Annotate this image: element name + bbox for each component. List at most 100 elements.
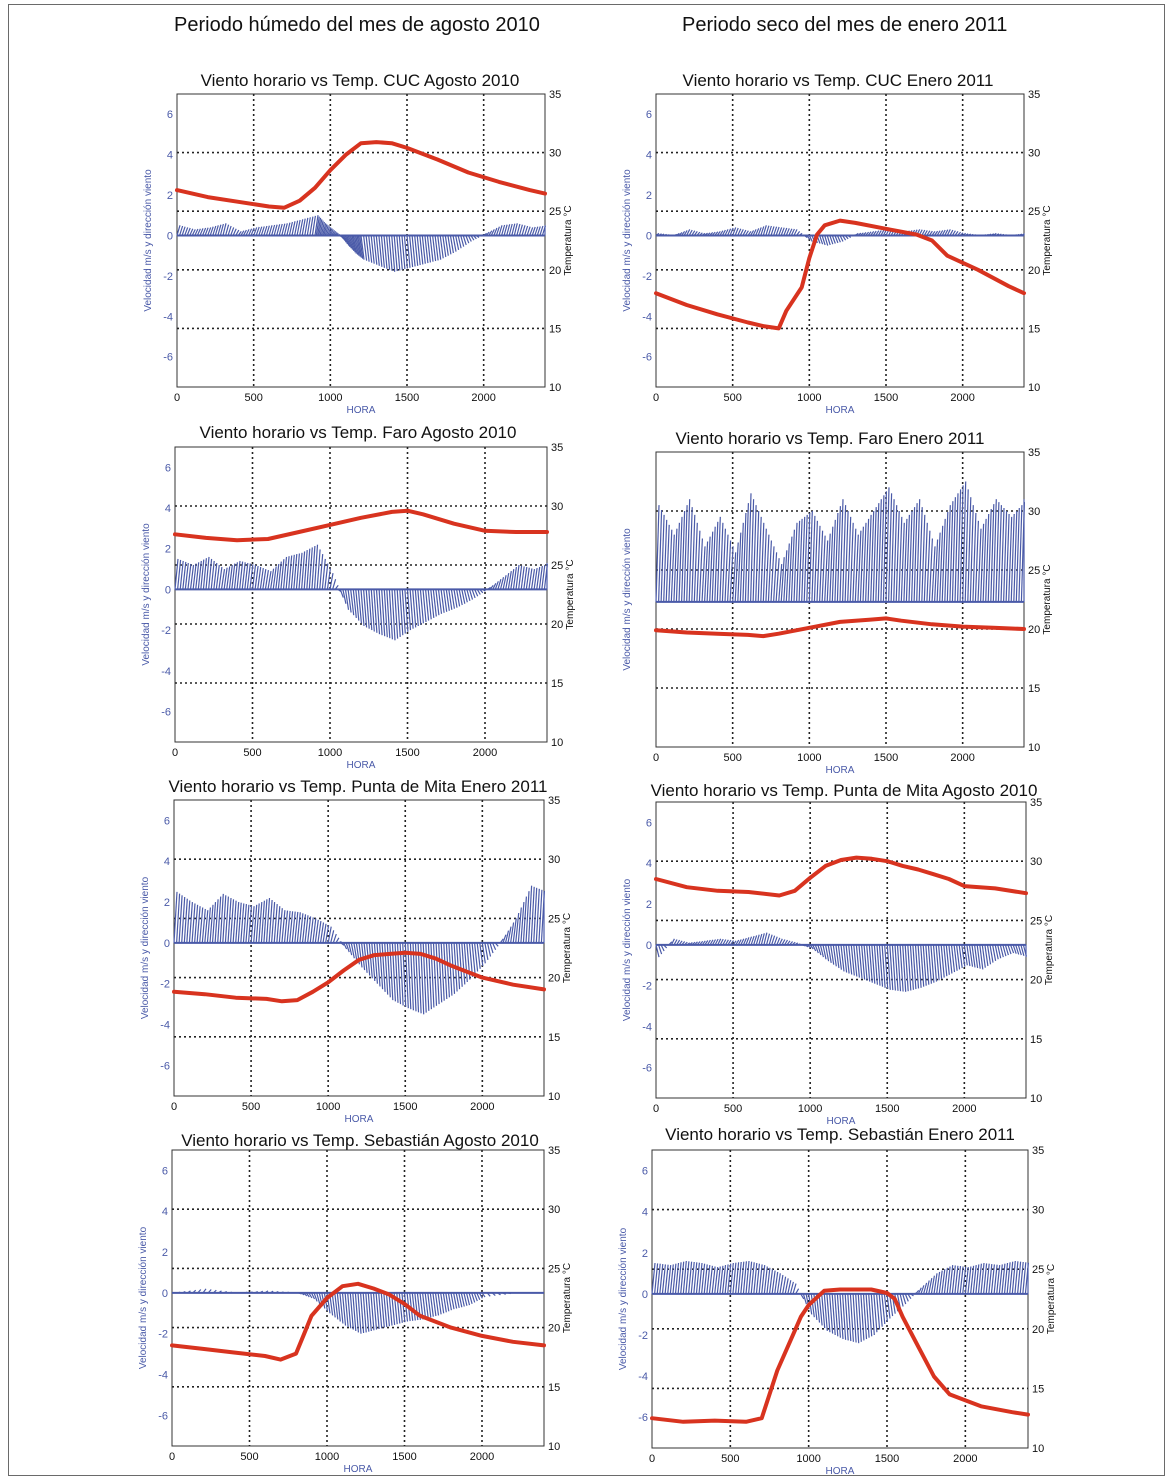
wind-vector xyxy=(1015,507,1020,602)
wind-vector xyxy=(719,1265,724,1294)
wind-vector xyxy=(1006,1262,1011,1294)
x-tick-label: 2000 xyxy=(473,747,497,759)
wind-vector xyxy=(347,1292,352,1329)
wind-vector xyxy=(849,522,854,602)
wind-vector xyxy=(255,903,260,943)
y2-tick-label: 15 xyxy=(1030,1034,1042,1046)
wind-vector xyxy=(706,232,711,236)
wind-vector xyxy=(195,562,200,590)
wind-vector xyxy=(857,530,862,602)
wind-vector xyxy=(693,231,698,236)
wind-vector xyxy=(510,569,515,590)
wind-vector xyxy=(802,1293,807,1305)
wind-vector xyxy=(962,1266,967,1294)
y2-tick-label: 10 xyxy=(1028,742,1040,754)
wind-vector xyxy=(920,944,925,987)
wind-vector xyxy=(907,1293,912,1300)
wind-vector xyxy=(187,563,192,590)
wind-vector xyxy=(380,1292,385,1328)
y2-tick-label: 25 xyxy=(1032,1264,1044,1276)
wind-vector xyxy=(775,558,780,602)
wind-vector xyxy=(709,939,714,946)
wind-vector xyxy=(336,1292,341,1322)
wind-vector xyxy=(877,499,882,602)
wind-vector xyxy=(465,1292,471,1306)
wind-vector xyxy=(921,514,926,602)
wind-vector xyxy=(985,1263,990,1294)
wind-vector xyxy=(747,936,753,946)
wind-vector xyxy=(283,910,289,943)
wind-vector xyxy=(438,942,443,1003)
y-tick-label: -6 xyxy=(160,1060,170,1072)
wind-vector xyxy=(732,227,737,236)
wind-vector xyxy=(673,528,678,602)
wind-vector xyxy=(306,217,311,236)
wind-vector xyxy=(253,227,258,236)
wind-vector xyxy=(228,1291,232,1294)
wind-vector xyxy=(941,229,946,236)
wind-vector xyxy=(315,216,320,236)
wind-vector xyxy=(301,551,306,590)
wind-vector xyxy=(709,531,714,602)
wind-vector xyxy=(946,505,951,602)
wind-vector xyxy=(921,229,926,236)
wind-vector xyxy=(783,939,789,946)
wind-vector xyxy=(806,235,811,240)
wind-vector xyxy=(928,1277,933,1295)
wind-vector xyxy=(214,899,219,943)
wind-vector xyxy=(199,907,204,943)
wind-vector xyxy=(272,566,277,590)
wind-vector xyxy=(417,589,422,625)
wind-vector xyxy=(923,522,928,602)
wind-vector xyxy=(660,514,665,602)
wind-vector xyxy=(839,235,844,242)
wind-vector xyxy=(332,933,337,944)
wind-vector xyxy=(699,232,703,236)
wind-vector xyxy=(202,558,207,590)
wind-vector xyxy=(719,938,724,946)
wind-vector xyxy=(755,934,760,946)
wind-vector xyxy=(403,235,408,269)
wind-vector xyxy=(783,550,788,602)
y-tick-label: 4 xyxy=(162,1206,168,1218)
y2-axis-label: Temperatura °C xyxy=(1046,1264,1057,1334)
wind-vector xyxy=(691,230,696,236)
wind-vector xyxy=(737,228,742,236)
wind-vector xyxy=(304,915,309,943)
wind-vector xyxy=(391,235,396,272)
wind-vector xyxy=(807,944,812,949)
wind-vector xyxy=(963,944,968,966)
wind-vector xyxy=(714,938,719,946)
wind-vector xyxy=(785,228,790,236)
wind-vector xyxy=(847,1293,852,1342)
wind-vector xyxy=(980,1262,985,1294)
wind-vector xyxy=(409,235,414,268)
y2-tick-label: 10 xyxy=(1032,1443,1044,1455)
wind-vector xyxy=(678,940,683,946)
y-tick-label: -2 xyxy=(163,271,173,283)
wind-vector xyxy=(953,944,958,971)
wind-vector xyxy=(934,230,939,236)
wind-vector xyxy=(825,944,830,962)
wind-vector xyxy=(445,589,450,611)
wind-vector xyxy=(318,219,323,236)
wind-vector xyxy=(255,226,260,236)
wind-vector xyxy=(248,228,253,236)
wind-vector xyxy=(507,1292,511,1295)
wind-vector xyxy=(829,235,834,245)
x-tick-label: 1000 xyxy=(316,1101,340,1113)
wind-vector xyxy=(186,900,191,943)
x-tick-label: 1500 xyxy=(395,747,419,759)
wind-vector xyxy=(331,1292,336,1318)
wind-vector xyxy=(450,1292,455,1310)
wind-vector xyxy=(271,224,276,236)
y2-tick-label: 10 xyxy=(548,1441,560,1453)
y2-axis-label: Temperatura °C xyxy=(1042,205,1053,275)
wind-vector xyxy=(703,1264,708,1294)
wind-vector xyxy=(219,893,224,943)
wind-vector xyxy=(676,232,680,236)
wind-vector xyxy=(300,1292,305,1296)
wind-vector xyxy=(890,499,895,602)
wind-vector xyxy=(360,235,365,260)
y2-tick-label: 25 xyxy=(548,913,560,925)
